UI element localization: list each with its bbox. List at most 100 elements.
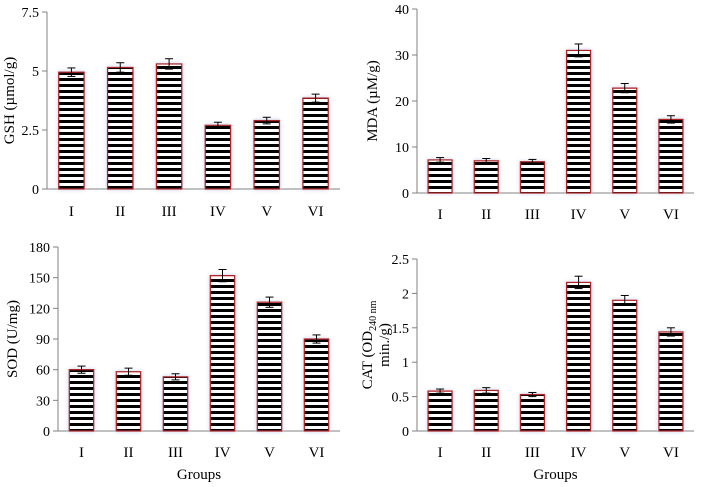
gsh-category-label: II [115,204,125,220]
sod-y-tick-label: 90 [36,333,50,348]
mda-bar [519,161,546,194]
gsh-category-label: VI [308,204,324,220]
sod-bar [209,274,236,432]
sod-y-axis-title: SOD (U/mg) [5,300,21,378]
cat-category-label: V [619,445,630,461]
cat-bar [612,299,638,432]
cat-bar [473,389,499,432]
sod-y-tick-label: 150 [29,272,50,287]
cat-x-axis-title: Groups [533,467,577,483]
gsh-y-axis-title: GSH (µmol/g) [2,57,18,144]
sod-bar [303,338,330,432]
sod-y-tick-label: 30 [36,394,50,409]
sod-category-label: II [124,445,134,461]
mda-y-tick-label: 40 [395,3,409,18]
cat-y-axis-title-line1: CAT (OD240 nm [360,300,379,389]
mda-bar [565,49,592,194]
sod-y-tick-label: 180 [29,241,50,256]
cat-category-label: IV [571,445,587,461]
cat-category-label: II [481,445,491,461]
sod-bar [256,301,283,432]
gsh-category-label: IV [210,204,226,220]
mda-y-tick-label: 30 [395,49,409,64]
cat-chart-panel: 0 0.5 1 1.5 2 2.5 I II III IV V VI Groups CAT (OD240 … [354,243,709,487]
sod-y-tick-label: 0 [43,425,50,440]
cat-y-axis-title-line2: min./g) [377,323,393,367]
gsh-bar [58,71,85,190]
gsh-y-tick-label: 2.5 [22,124,40,139]
mda-bars [427,43,684,194]
sod-category-label: V [264,445,275,461]
mda-y-tick-label: 10 [395,141,409,156]
cat-y-tick-label: 0.5 [392,391,410,406]
mda-category-label: II [481,207,491,223]
gsh-y-tick-label: 0 [32,183,39,198]
sod-x-axis: I II III IV V VI [58,430,340,461]
gsh-y-axis: 0 2.5 5 7.5 [22,6,48,198]
cat-y-tick-label: 2.5 [392,253,410,268]
mda-chart-panel: 0 10 20 30 40 I II III IV V VI MDA (µM/g) [354,0,709,243]
mda-category-label: VI [663,207,679,223]
cat-bar [519,393,546,432]
sod-bars [68,268,330,432]
cat-category-label: VI [663,445,679,461]
mda-bar [427,159,453,194]
gsh-chart-panel: 0 2.5 5 7.5 I II III IV V VI GSH (µmol/g) [0,0,354,243]
mda-y-tick-label: 20 [395,95,409,110]
sod-y-tick-label: 120 [29,302,50,317]
gsh-bars [58,58,329,190]
cat-category-label: III [525,445,540,461]
mda-bar [612,87,638,194]
mda-category-label: III [525,207,540,223]
mda-y-tick-label: 0 [402,187,409,202]
sod-bar [162,376,189,432]
mda-bar [473,160,499,194]
sod-bar [68,369,95,432]
cat-y-tick-label: 1 [402,356,409,371]
mda-category-label: IV [571,207,587,223]
gsh-bar [253,119,281,190]
sod-category-label: IV [215,445,231,461]
mda-bar [658,118,684,194]
cat-bar [427,390,453,432]
cat-y-axis-title-subscript: 240 nm [368,300,379,331]
gsh-bar [155,63,183,190]
gsh-category-label: III [162,204,177,220]
gsh-y-tick-label: 5 [32,65,39,80]
sod-category-label: I [79,445,84,461]
sod-y-tick-label: 60 [36,364,50,379]
gsh-x-axis: I II III IV V VI [47,188,340,220]
cat-y-tick-label: 0 [402,425,409,440]
gsh-category-label: I [69,204,74,220]
cat-bars [427,275,684,432]
mda-category-label: V [619,207,630,223]
gsh-bar [204,124,232,190]
gsh-category-label: V [261,204,272,220]
sod-chart-panel: 0 30 60 90 120 150 180 I II III IV V VI Groups SOD (U/… [0,241,354,487]
sod-category-label: III [168,445,183,461]
cat-y-tick-label: 2 [402,287,409,302]
sod-y-axis: 0 30 60 90 120 150 180 [29,241,59,440]
gsh-bar [302,97,329,190]
cat-category-label: I [438,445,443,461]
cat-y-tick-label: 1.5 [392,322,410,337]
sod-category-label: VI [309,445,325,461]
mda-category-label: I [438,207,443,223]
gsh-bar [106,66,134,190]
mda-y-axis: 0 10 20 30 40 [395,3,418,202]
sod-x-axis-title: Groups [177,467,221,483]
cat-x-axis: I II III IV V VI [417,430,694,461]
sod-bar [115,371,142,432]
mda-x-axis: I II III IV V VI [417,192,694,223]
gsh-y-tick-label: 7.5 [22,6,40,21]
cat-y-axis-title-main: CAT (OD [360,331,376,390]
mda-y-axis-title: MDA (µM/g) [365,60,381,142]
cat-bar [658,331,684,432]
cat-y-axis: 0 0.5 1 1.5 2 2.5 [392,253,418,440]
